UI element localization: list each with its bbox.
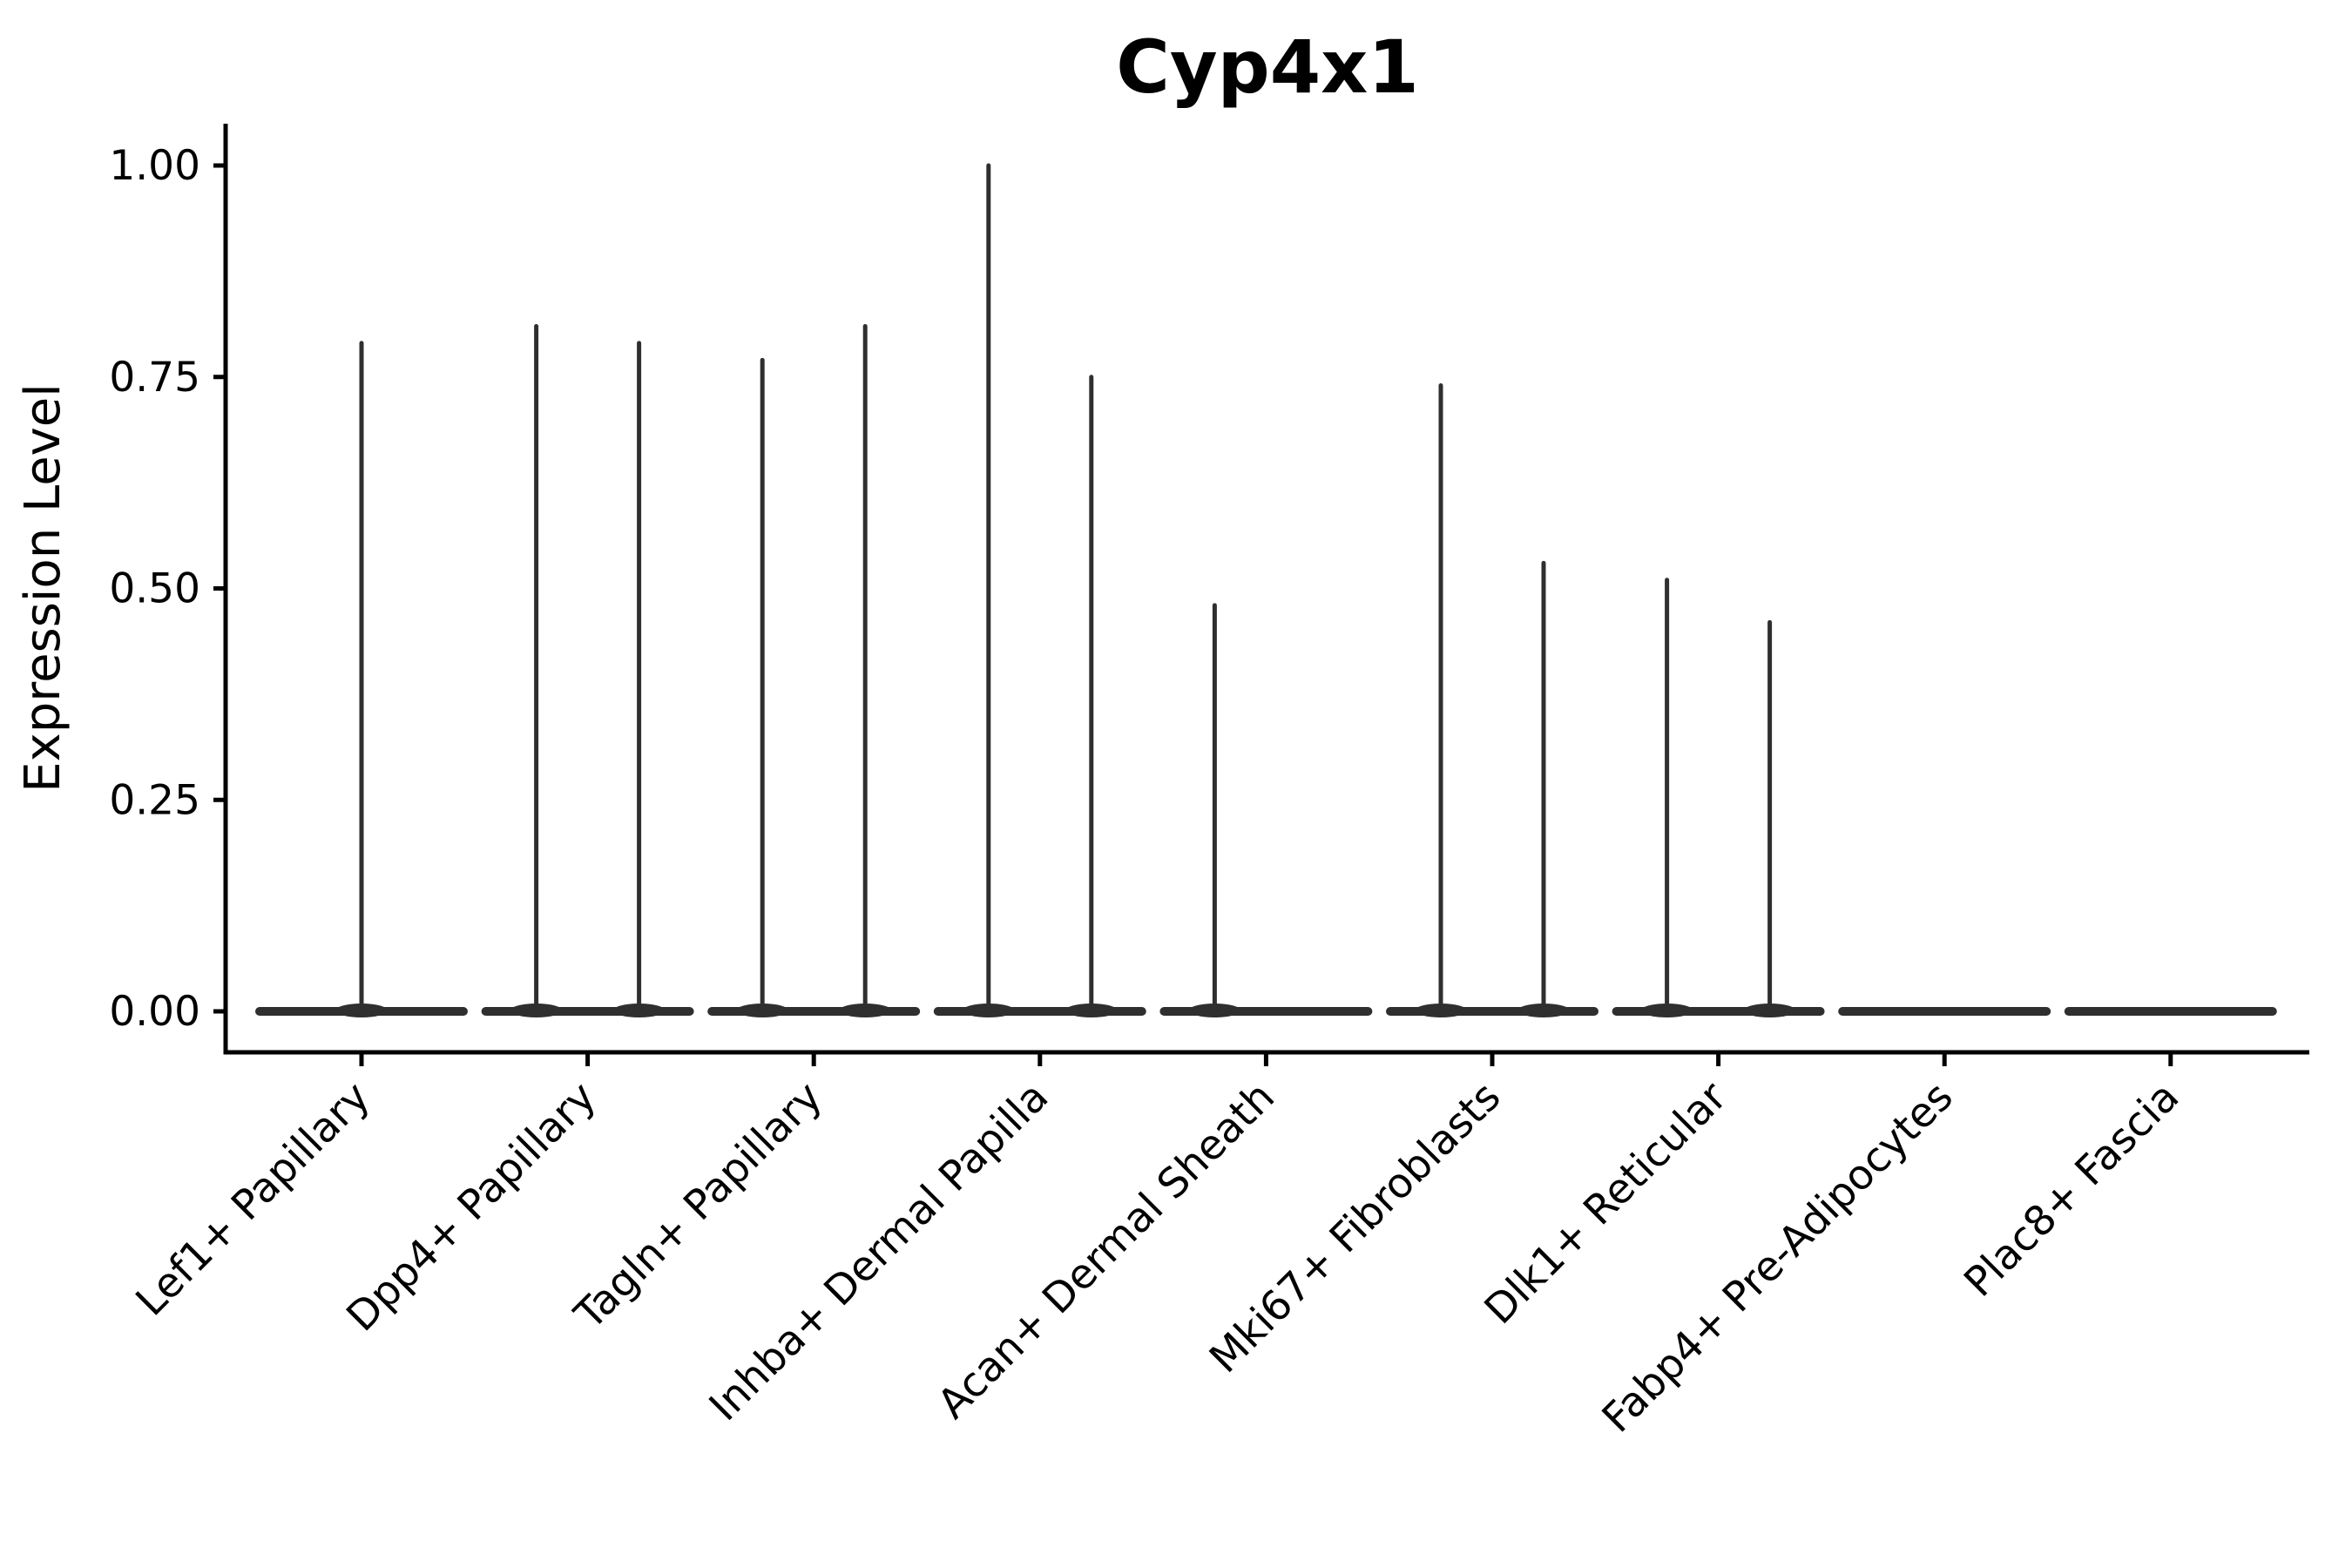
violin — [1838, 1007, 2051, 1016]
violin — [707, 323, 921, 1017]
violin-layer — [255, 163, 2277, 1017]
x-category-label: Dpp4+ Papillary — [337, 1073, 605, 1342]
violin — [2064, 1007, 2277, 1016]
x-category-label: Plac8+ Fascia — [1955, 1073, 2188, 1307]
violin — [1612, 578, 1825, 1017]
chart-title: Cyp4x1 — [1116, 24, 1419, 110]
y-tick-label: 0.50 — [109, 565, 200, 613]
violin-baseline — [2064, 1007, 2277, 1016]
violin — [481, 323, 694, 1017]
violin — [1386, 382, 1598, 1017]
x-category-label: Lef1+ Papillary — [127, 1073, 380, 1326]
x-category-label: Tagln+ Papillary — [565, 1073, 832, 1340]
violin — [933, 163, 1146, 1017]
y-tick-label: 0.00 — [109, 988, 200, 1036]
violin — [1159, 603, 1373, 1017]
y-tick-label: 1.00 — [109, 142, 200, 190]
y-tick-label: 0.25 — [109, 776, 200, 824]
y-tick-label: 0.75 — [109, 354, 200, 402]
violin — [255, 341, 468, 1017]
x-category-label: Dlk1+ Reticular — [1476, 1072, 1737, 1334]
violin-baseline — [1838, 1007, 2051, 1016]
axes-layer: 0.00 0.25 0.50 0.75 1.00 Lef1+ PapillaryDpp4+… — [109, 124, 2309, 1442]
y-axis-label: Expression Level — [15, 383, 71, 793]
